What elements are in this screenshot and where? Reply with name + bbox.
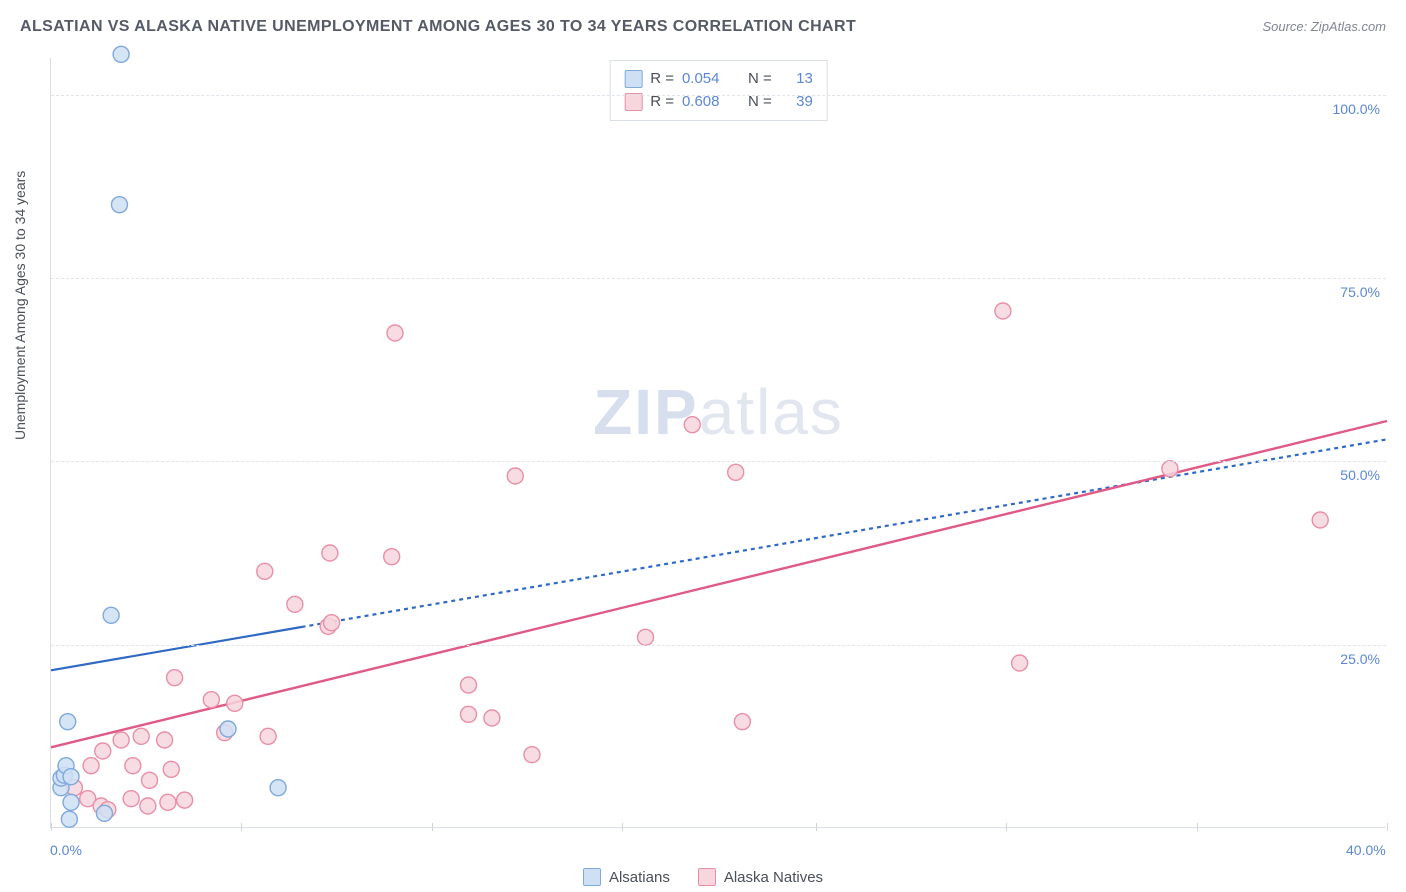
legend-series: Alsatians Alaska Natives: [0, 868, 1406, 886]
scatter-plot: ZIPatlas R = 0.054 N = 13R = 0.608 N = 3…: [50, 58, 1386, 828]
y-axis-label: Unemployment Among Ages 30 to 34 years: [12, 171, 28, 440]
legend-label: Alaska Natives: [724, 869, 823, 886]
x-tick: [241, 823, 242, 831]
legend-item: Alaska Natives: [698, 868, 823, 886]
x-tick: [1006, 823, 1007, 831]
source-label: Source: ZipAtlas.com: [1262, 19, 1386, 34]
y-tick-label: 50.0%: [1340, 467, 1380, 483]
x-tick-label: 0.0%: [50, 842, 82, 858]
legend-label: Alsatians: [609, 869, 670, 886]
gridline: [51, 278, 1386, 279]
legend-stats: R = 0.054 N = 13R = 0.608 N = 39: [609, 60, 828, 121]
x-tick: [1387, 823, 1388, 831]
x-tick: [622, 823, 623, 831]
legend-swatch: [583, 868, 601, 886]
chart-title: ALSATIAN VS ALASKA NATIVE UNEMPLOYMENT A…: [20, 18, 856, 36]
y-tick-label: 25.0%: [1340, 651, 1380, 667]
y-tick-label: 100.0%: [1333, 101, 1380, 117]
y-tick-label: 75.0%: [1340, 284, 1380, 300]
gridline: [51, 645, 1386, 646]
x-tick: [1197, 823, 1198, 831]
gridline: [51, 461, 1386, 462]
legend-swatch: [624, 70, 642, 88]
x-tick-label: 40.0%: [1346, 842, 1386, 858]
plot-svg: [51, 58, 1387, 828]
legend-stat-row: R = 0.054 N = 13: [624, 67, 813, 90]
x-tick: [51, 823, 52, 831]
x-tick: [432, 823, 433, 831]
legend-item: Alsatians: [583, 868, 670, 886]
legend-swatch: [698, 868, 716, 886]
gridline: [51, 95, 1386, 96]
x-tick: [816, 823, 817, 831]
